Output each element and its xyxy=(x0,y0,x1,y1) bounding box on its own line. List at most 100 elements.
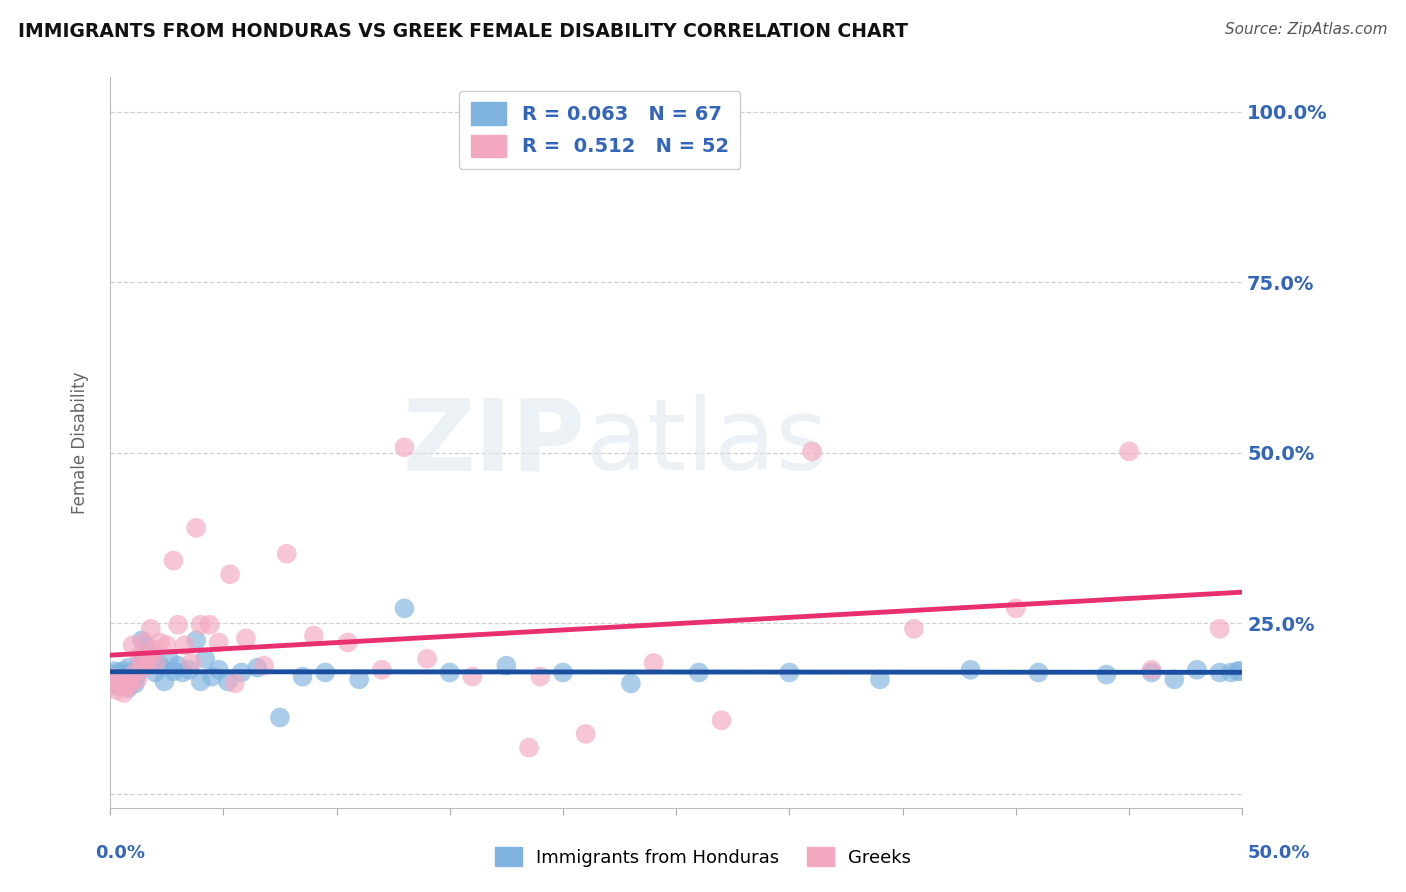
Point xyxy=(104,674,127,689)
Point xyxy=(461,670,484,684)
Point xyxy=(104,664,127,678)
Point xyxy=(167,617,190,632)
Point xyxy=(959,663,981,677)
Point xyxy=(194,652,217,666)
Point xyxy=(208,635,231,649)
Point xyxy=(217,674,239,689)
Point xyxy=(120,670,142,684)
Point xyxy=(105,679,128,693)
Point xyxy=(574,727,596,741)
Point xyxy=(517,740,540,755)
Point xyxy=(1185,663,1208,677)
Point xyxy=(201,670,224,684)
Point xyxy=(128,649,150,664)
Point xyxy=(128,657,150,672)
Point xyxy=(1226,664,1249,678)
Point xyxy=(235,632,257,646)
Point xyxy=(643,656,665,670)
Y-axis label: Female Disability: Female Disability xyxy=(72,371,89,514)
Point xyxy=(1229,664,1251,678)
Point xyxy=(253,658,276,673)
Point xyxy=(1208,665,1230,680)
Point xyxy=(162,553,184,567)
Point xyxy=(620,676,643,690)
Point xyxy=(394,440,416,454)
Point xyxy=(190,674,212,689)
Point xyxy=(184,521,207,535)
Text: ZIP: ZIP xyxy=(402,394,585,491)
Point xyxy=(108,665,131,680)
Point xyxy=(224,676,246,690)
Point xyxy=(105,683,128,698)
Point xyxy=(101,667,124,681)
Point xyxy=(1219,665,1241,680)
Point xyxy=(190,617,212,632)
Point xyxy=(117,681,139,696)
Point xyxy=(110,670,132,684)
Point xyxy=(336,635,359,649)
Point xyxy=(162,664,184,678)
Point xyxy=(416,652,439,666)
Point xyxy=(132,635,155,649)
Point xyxy=(778,665,800,680)
Point xyxy=(291,670,314,684)
Text: atlas: atlas xyxy=(585,394,827,491)
Point xyxy=(149,658,172,673)
Point xyxy=(131,633,153,648)
Point xyxy=(127,667,149,681)
Point xyxy=(142,650,165,665)
Point xyxy=(495,658,517,673)
Point xyxy=(120,676,142,690)
Point xyxy=(1095,667,1118,681)
Point xyxy=(124,676,146,690)
Point xyxy=(347,673,370,687)
Point xyxy=(1028,665,1050,680)
Point xyxy=(167,658,190,673)
Point xyxy=(115,679,138,693)
Point xyxy=(112,686,135,700)
Point xyxy=(710,713,733,727)
Point xyxy=(142,642,165,657)
Point xyxy=(302,629,325,643)
Point xyxy=(135,658,157,673)
Point xyxy=(117,661,139,675)
Point xyxy=(101,676,124,690)
Point xyxy=(108,676,131,690)
Point xyxy=(276,547,298,561)
Point xyxy=(179,663,201,677)
Legend: R = 0.063   N = 67, R =  0.512   N = 52: R = 0.063 N = 67, R = 0.512 N = 52 xyxy=(460,91,741,169)
Text: 0.0%: 0.0% xyxy=(96,844,146,862)
Point xyxy=(688,665,710,680)
Text: IMMIGRANTS FROM HONDURAS VS GREEK FEMALE DISABILITY CORRELATION CHART: IMMIGRANTS FROM HONDURAS VS GREEK FEMALE… xyxy=(18,22,908,41)
Point xyxy=(132,654,155,668)
Point xyxy=(157,652,180,666)
Point xyxy=(156,638,179,652)
Point xyxy=(231,665,253,680)
Point xyxy=(172,665,194,680)
Point xyxy=(112,676,135,690)
Point xyxy=(115,673,138,687)
Point xyxy=(551,665,574,680)
Point xyxy=(149,635,172,649)
Point xyxy=(198,617,221,632)
Point xyxy=(869,673,891,687)
Point xyxy=(139,657,162,672)
Point xyxy=(143,665,166,680)
Point xyxy=(138,647,160,661)
Point xyxy=(139,622,162,636)
Point xyxy=(110,673,132,687)
Point xyxy=(121,665,143,680)
Point xyxy=(394,601,416,615)
Point xyxy=(143,656,166,670)
Point xyxy=(131,658,153,673)
Point xyxy=(1163,673,1185,687)
Point xyxy=(180,656,202,670)
Point xyxy=(127,673,149,687)
Point xyxy=(801,444,824,458)
Point xyxy=(173,638,195,652)
Point xyxy=(246,661,269,675)
Point xyxy=(110,679,132,693)
Point xyxy=(117,679,139,693)
Point xyxy=(138,652,160,666)
Legend: Immigrants from Honduras, Greeks: Immigrants from Honduras, Greeks xyxy=(488,840,918,874)
